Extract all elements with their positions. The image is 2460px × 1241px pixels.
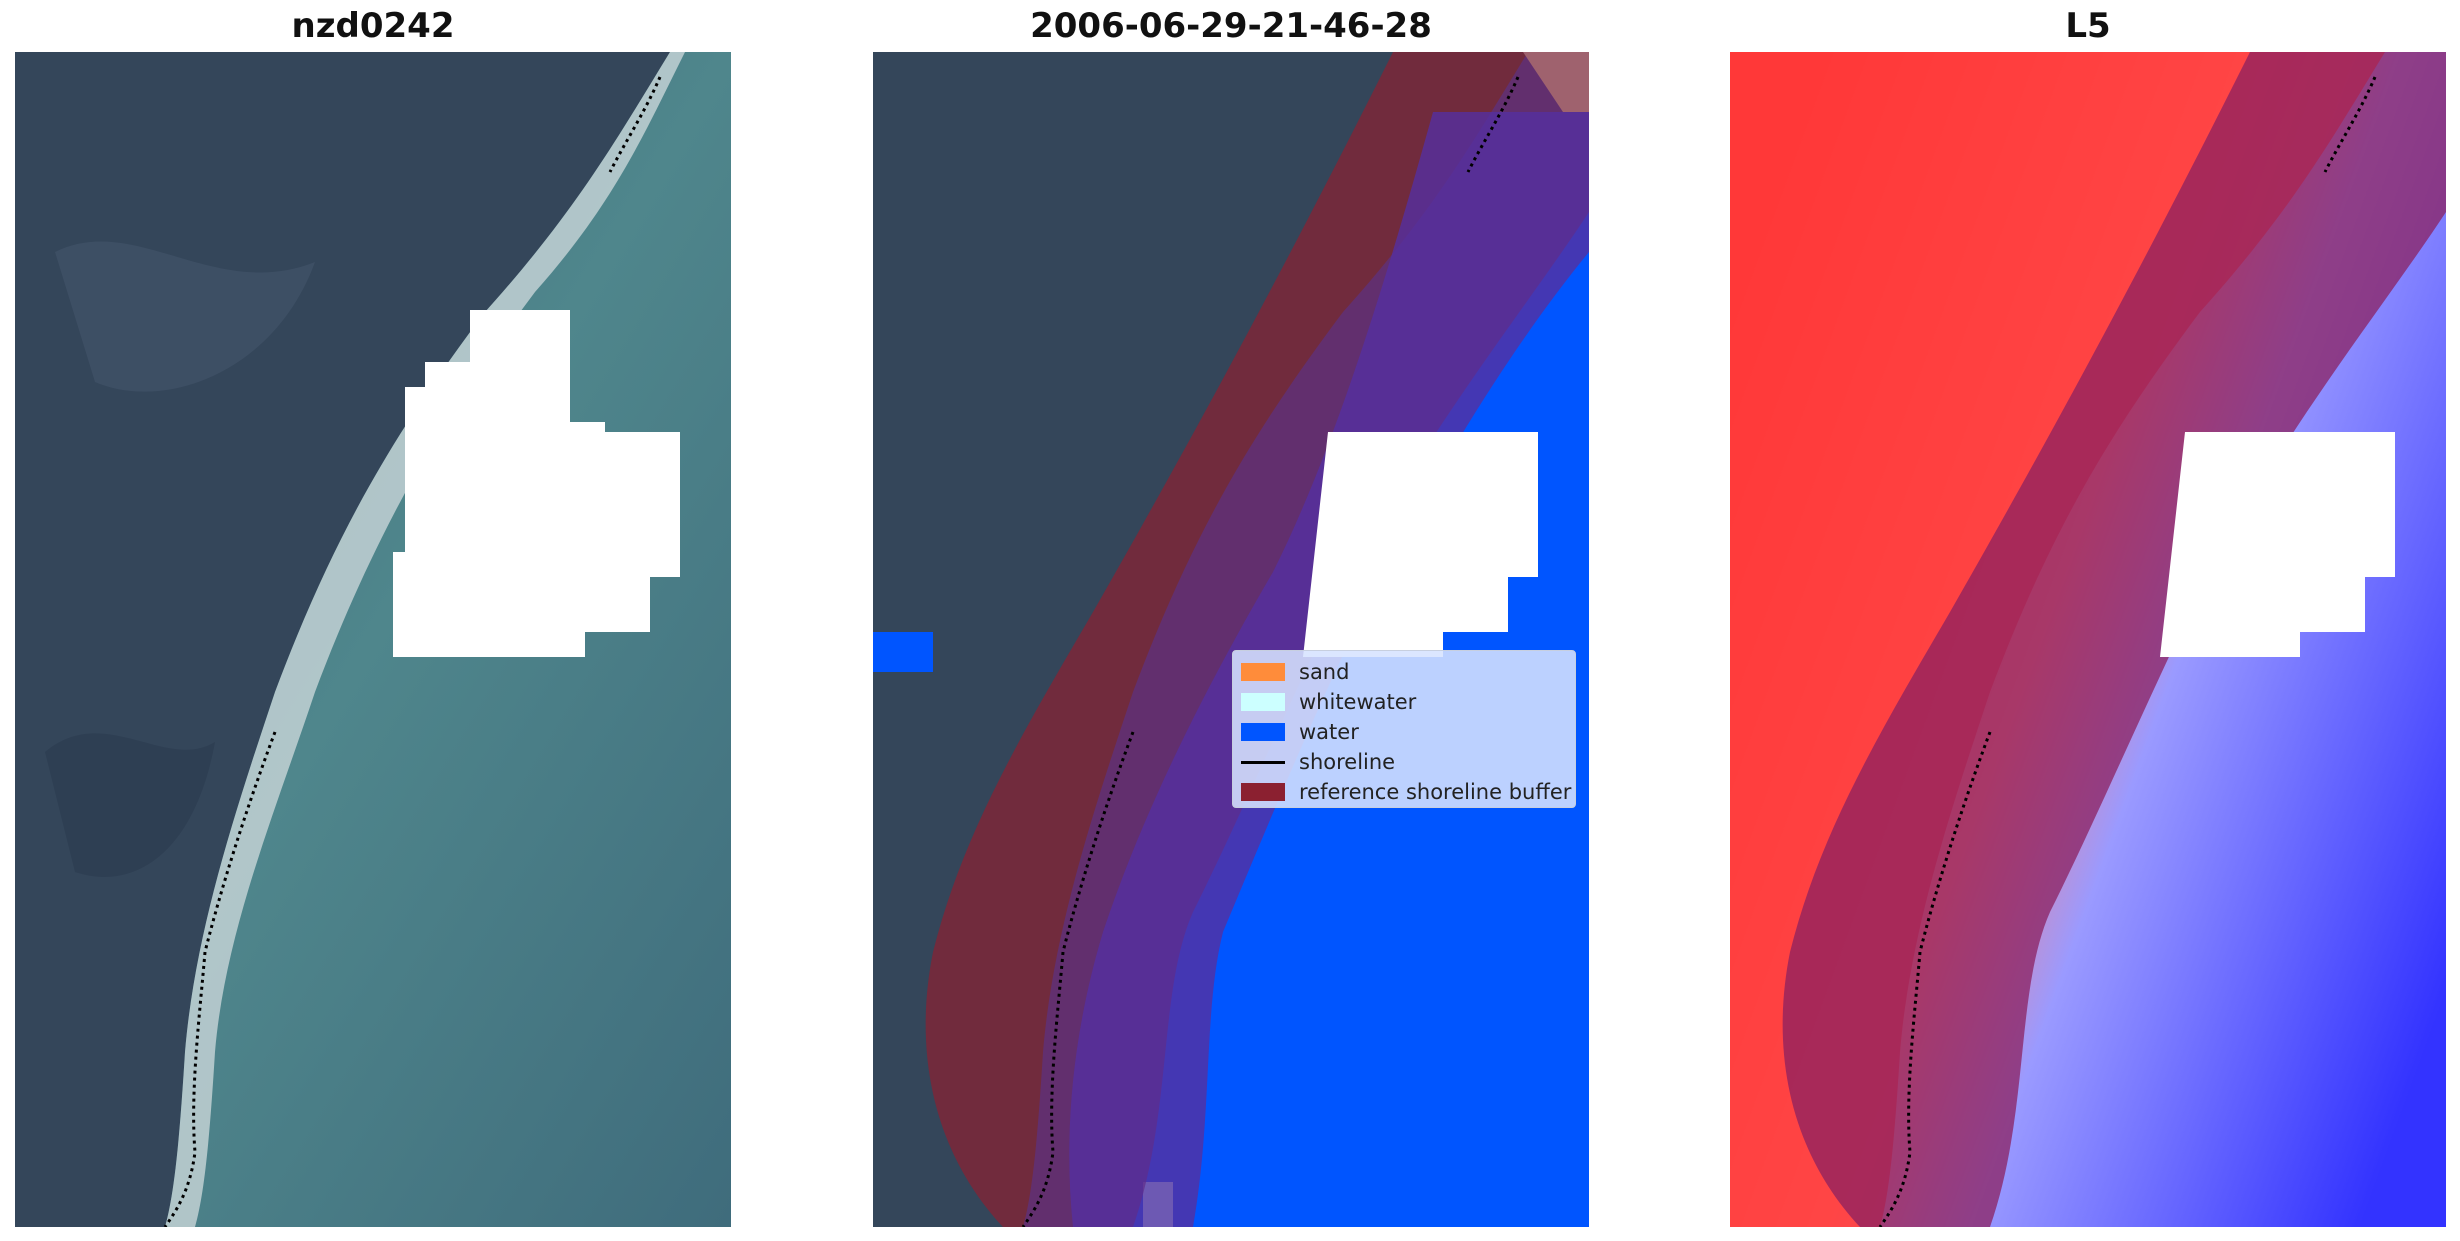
sand-swatch xyxy=(1241,663,1285,681)
legend-label: water xyxy=(1299,720,1359,744)
land-texture xyxy=(55,241,315,392)
legend-item-buffer: reference shoreline buffer xyxy=(1241,777,1571,807)
classification-panel xyxy=(873,52,1589,1227)
buffer-band xyxy=(1782,52,2446,1227)
cloud-mask xyxy=(1303,432,1538,657)
shoreline-line xyxy=(1878,76,2377,1227)
shoreline-line xyxy=(1021,76,1520,1227)
shoreline-line xyxy=(163,76,662,1227)
legend-label: shoreline xyxy=(1299,750,1396,774)
legend-item-water: water xyxy=(1241,717,1567,747)
water-swatch xyxy=(1241,723,1285,741)
buffer-swatch xyxy=(1241,783,1285,801)
whitewater-swatch xyxy=(1241,693,1285,711)
panel-title-index: L5 xyxy=(2065,6,2111,46)
panel-title-classification: 2006-06-29-21-46-28 xyxy=(1030,6,1432,46)
cloud-mask xyxy=(2160,432,2395,657)
land-texture xyxy=(45,733,215,877)
legend-item-sand: sand xyxy=(1241,657,1567,687)
water-class-patch xyxy=(873,632,933,672)
legend-item-shoreline: shoreline xyxy=(1241,747,1567,777)
index-panel xyxy=(1730,52,2446,1227)
rgb-image-panel xyxy=(15,52,731,1227)
legend-item-whitewater: whitewater xyxy=(1241,687,1567,717)
legend: sand whitewater water shoreline referenc… xyxy=(1232,650,1576,808)
panel-title-rgb: nzd0242 xyxy=(291,6,455,46)
legend-label: sand xyxy=(1299,660,1350,684)
shoreline-swatch xyxy=(1241,760,1285,764)
legend-label: reference shoreline buffer xyxy=(1299,780,1572,804)
cloud-mask xyxy=(393,310,680,657)
legend-label: whitewater xyxy=(1299,690,1417,714)
